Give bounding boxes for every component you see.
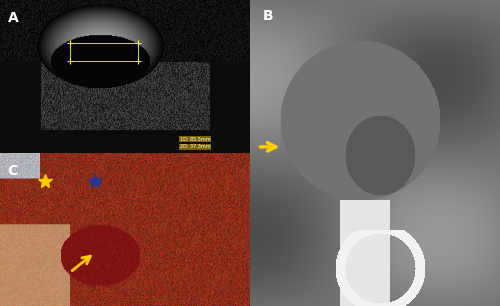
Text: A: A xyxy=(8,11,18,25)
Text: 2D: 37.3mm: 2D: 37.3mm xyxy=(180,144,210,149)
Text: C: C xyxy=(8,164,18,178)
Text: 1D: 85.5mm: 1D: 85.5mm xyxy=(180,137,210,142)
Text: B: B xyxy=(262,9,273,23)
